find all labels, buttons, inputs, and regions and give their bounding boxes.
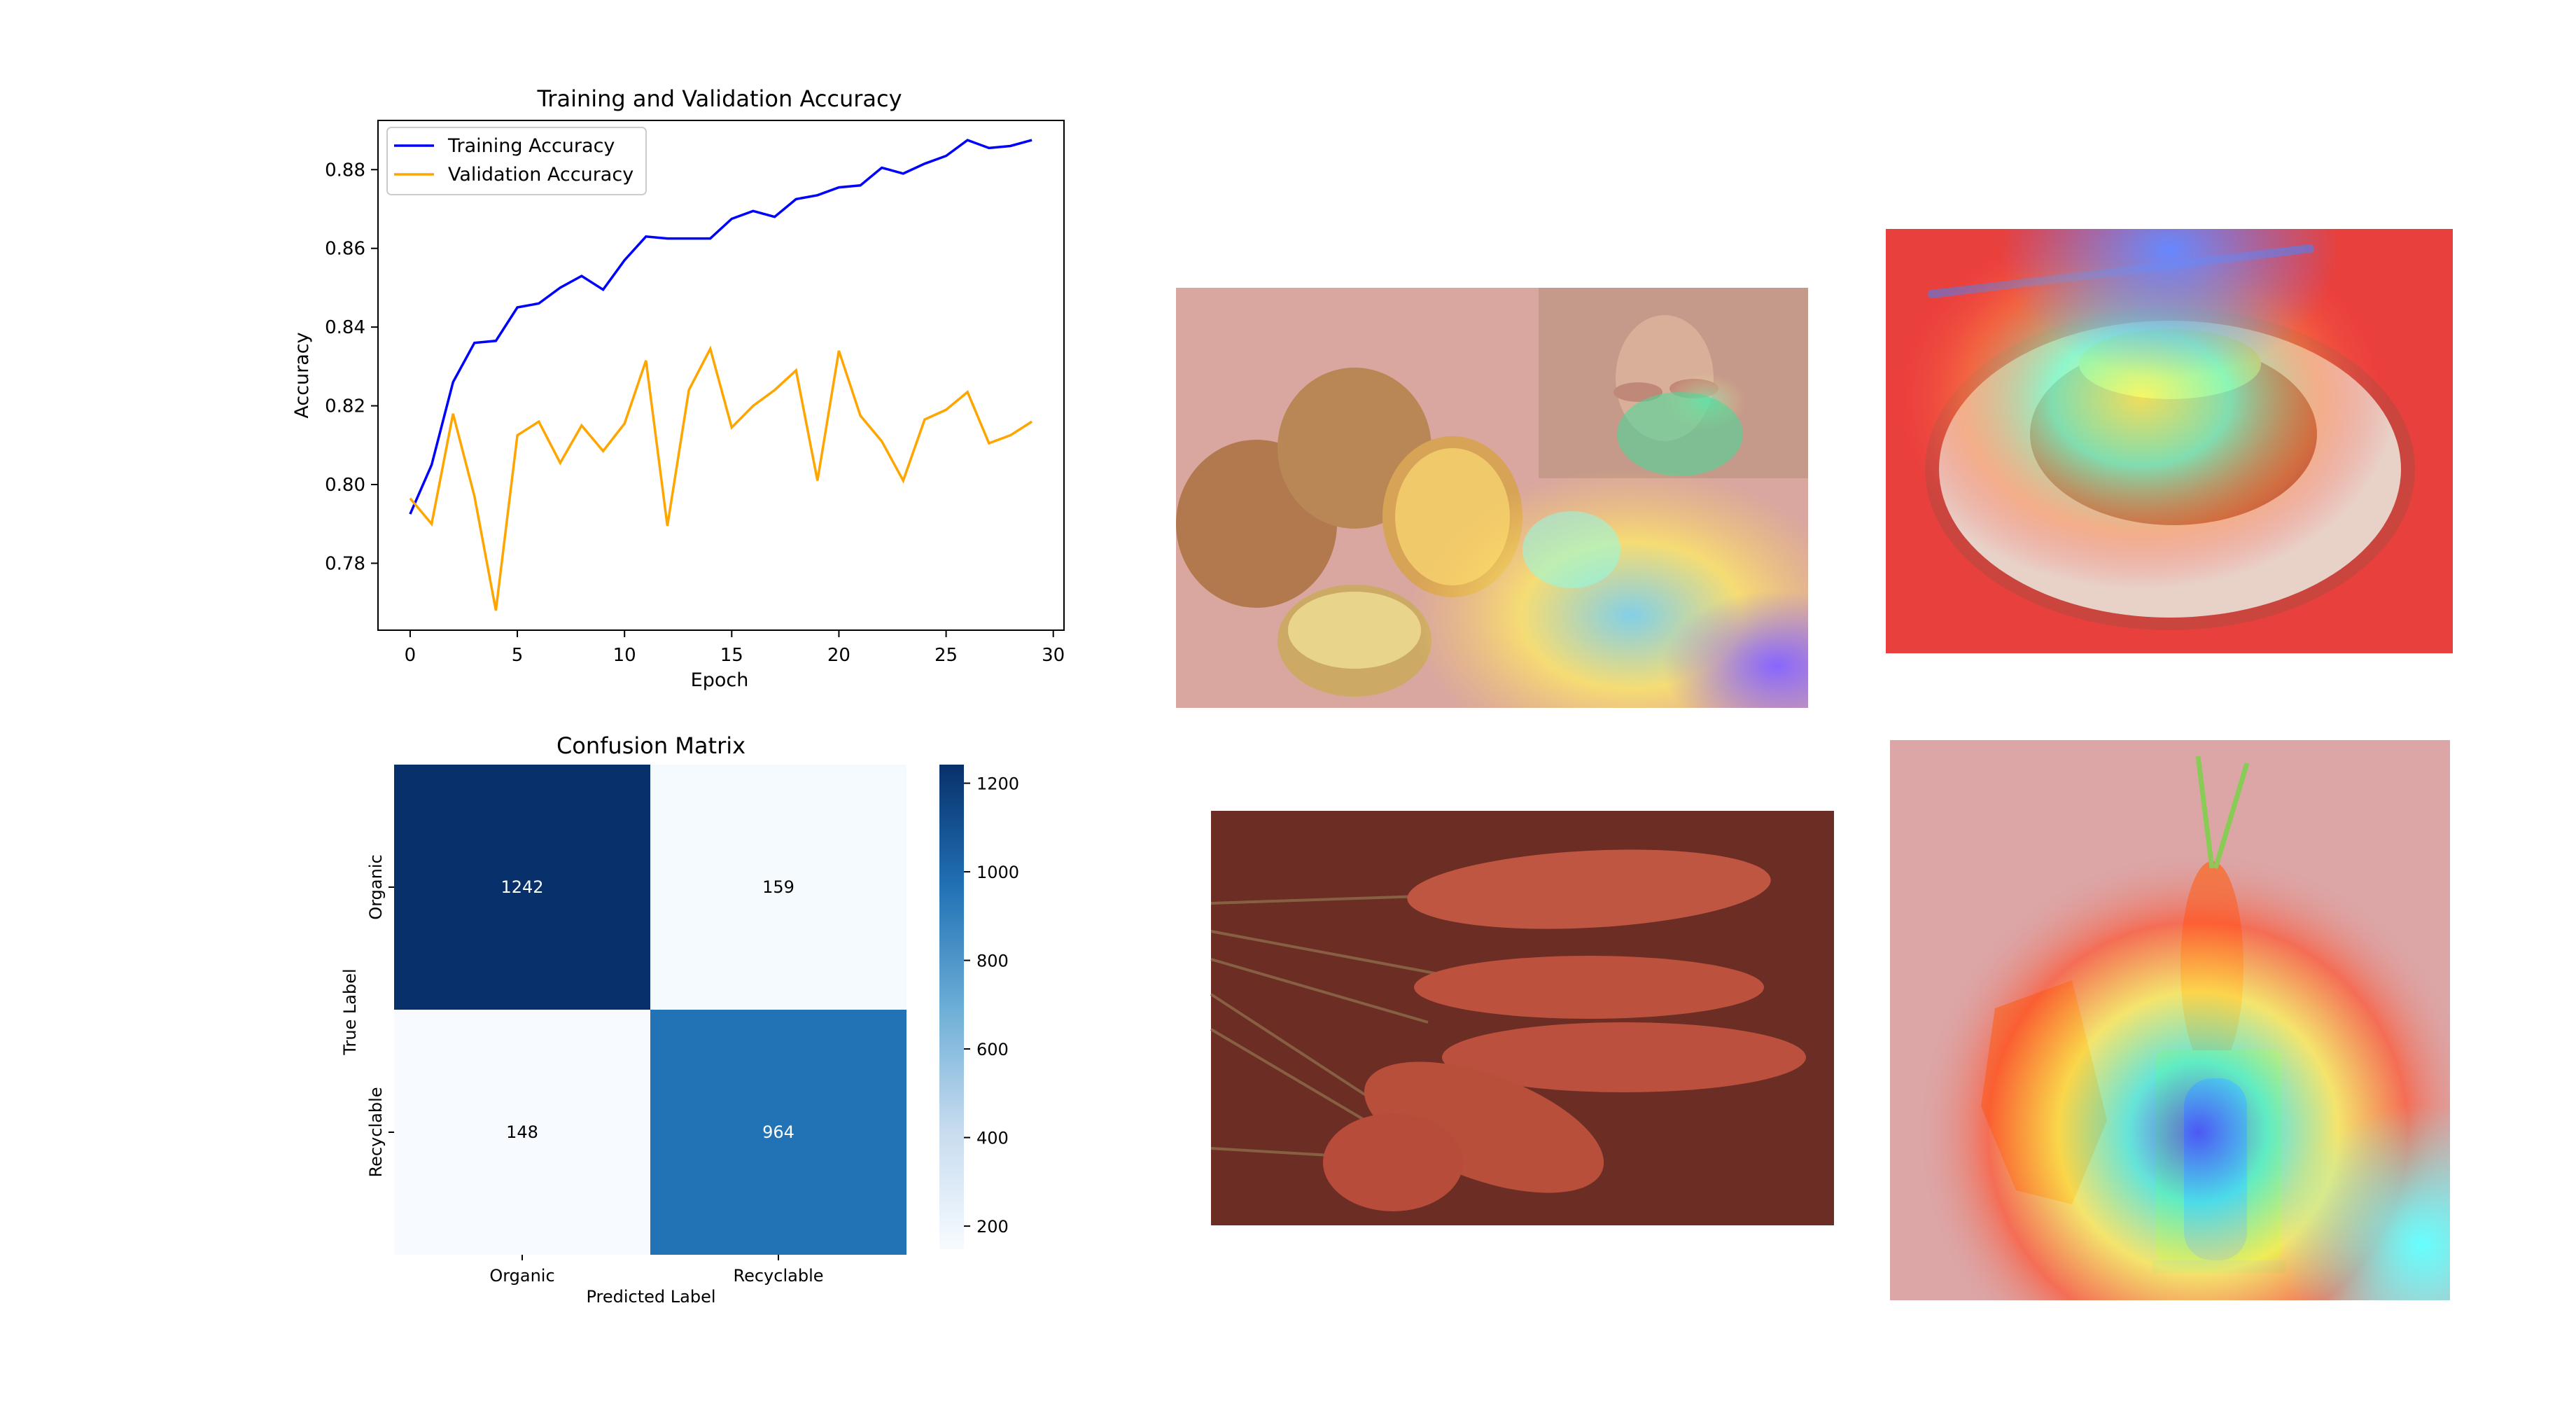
legend-box xyxy=(386,127,647,195)
colorbar-tick-label: 200 xyxy=(976,1217,1009,1237)
y-tick-label: 0.82 xyxy=(325,396,365,417)
carrots-heatmap-image xyxy=(1210,811,1834,1225)
line-chart-series xyxy=(409,139,1033,611)
y-tick-label: Recyclable xyxy=(366,1087,386,1178)
heatmap-cell-value: 1242 xyxy=(500,877,543,897)
heatmap-cell-value: 159 xyxy=(762,877,794,897)
x-tick-label: Recyclable xyxy=(734,1266,824,1286)
heatmap-cell xyxy=(394,765,650,1010)
line-chart-y-axis: 0.78 0.80 0.82 0.84 0.86 0.88 xyxy=(325,160,378,574)
y-tick-label: 0.88 xyxy=(325,160,365,181)
colorbar-tick-label: 400 xyxy=(976,1129,1009,1148)
carrot-sharpener-heatmap-image xyxy=(1890,740,2450,1300)
colorbar-tick-label: 600 xyxy=(976,1040,1009,1059)
confusion-matrix-x-axis: Organic Recyclable xyxy=(489,1255,824,1286)
colorbar-tick-label: 1000 xyxy=(976,863,1019,882)
potatoes-heatmap-image xyxy=(1176,288,1808,708)
line-chart-y-label: Accuracy xyxy=(291,332,313,418)
x-tick-label: 15 xyxy=(720,645,743,666)
colorbar xyxy=(939,765,964,1249)
x-tick-label: 10 xyxy=(613,645,636,666)
line-chart-plot-area xyxy=(377,120,1065,631)
heatmap-cell xyxy=(650,1010,906,1255)
confusion-matrix-x-label: Predicted Label xyxy=(586,1287,715,1307)
y-tick-label: 0.78 xyxy=(325,553,365,574)
line-chart-legend: Training Accuracy Validation Accuracy xyxy=(386,127,647,195)
legend-entry: Training Accuracy xyxy=(447,135,615,157)
training-accuracy-line xyxy=(409,139,1032,515)
x-tick-label: 25 xyxy=(934,645,958,666)
heatmap-cell-value: 148 xyxy=(506,1122,538,1142)
x-tick-label: Organic xyxy=(489,1266,554,1286)
line-chart-x-label: Epoch xyxy=(691,669,749,691)
heatmap-cell-value: 964 xyxy=(762,1122,794,1142)
colorbar-tick-label: 1200 xyxy=(976,774,1019,794)
legend-entry: Validation Accuracy xyxy=(448,164,634,186)
colorbar-tick-label: 800 xyxy=(976,952,1009,971)
heatmap-cell xyxy=(394,1010,650,1255)
x-tick-label: 20 xyxy=(827,645,850,666)
y-tick-label: 0.86 xyxy=(325,239,365,260)
y-tick-label: 0.84 xyxy=(325,317,365,338)
y-tick-label: 0.80 xyxy=(325,475,365,496)
validation-accuracy-line xyxy=(409,345,1033,611)
heatmap-cell xyxy=(650,765,906,1010)
x-tick-label: 5 xyxy=(512,645,524,666)
colorbar-ticks: 200 400 600 800 1000 1200 xyxy=(964,774,1019,1237)
line-chart-x-axis: 0 5 10 15 20 25 30 xyxy=(405,630,1065,666)
confusion-matrix-y-axis: Organic Recyclable xyxy=(366,854,394,1178)
confusion-matrix-cells: 1242 159 148 964 xyxy=(394,765,906,1255)
accuracy-line-chart: Training and Validation Accuracy 0 5 10 15 2… xyxy=(291,85,1065,691)
line-chart-title: Training and Validation Accuracy xyxy=(536,85,902,112)
baked-potato-heatmap-image xyxy=(1886,229,2453,653)
x-tick-label: 0 xyxy=(405,645,416,666)
confusion-matrix-y-label: True Label xyxy=(340,968,360,1055)
x-tick-label: 30 xyxy=(1042,645,1065,666)
confusion-matrix-title: Confusion Matrix xyxy=(556,732,746,759)
confusion-matrix-heatmap: Confusion Matrix 1242 159 148 964 Organic Re… xyxy=(340,732,1019,1307)
y-tick-label: Organic xyxy=(366,854,386,919)
